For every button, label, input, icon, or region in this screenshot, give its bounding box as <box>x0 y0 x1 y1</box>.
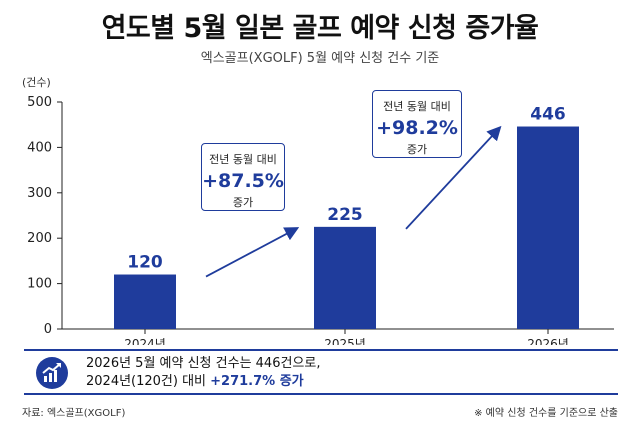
growth-annotation-2025: 전년 동월 대비 +87.5% 증가 <box>201 143 285 211</box>
bar <box>517 126 579 330</box>
summary-highlight: +271.7% 증가 <box>210 374 304 389</box>
summary-line-1: 2026년 5월 예약 신청 건수는 446건으로, <box>86 356 321 371</box>
growth-annotation-suffix: 증가 <box>232 196 254 209</box>
growth-annotation-caption: 전년 동월 대비 <box>209 153 277 166</box>
bar-chart: (건수) 0 100 200 300 400 500 2024년 2025년 2026년 120… <box>22 76 614 345</box>
growth-arrow <box>405 125 502 230</box>
method-note: ※ 예약 신청 건수를 기준으로 산출 <box>474 408 618 419</box>
summary-box: 2026년 5월 예약 신청 건수는 446건으로, 2024년(120건) 대… <box>24 349 618 395</box>
growth-annotation-suffix: 증가 <box>406 143 428 156</box>
y-tick-label: 200 <box>27 231 52 246</box>
page-title: 연도별 5월 일본 골프 예약 신청 증가율 <box>101 13 539 44</box>
y-tick-label: 100 <box>27 277 52 292</box>
y-axis-unit: (건수) <box>22 76 51 89</box>
bar <box>314 226 376 329</box>
growth-arrow <box>205 227 300 278</box>
y-tick-label: 0 <box>44 322 52 337</box>
source-note: 자료: 엑스골프(XGOLF) <box>22 408 126 419</box>
bar-value-label: 225 <box>327 205 363 225</box>
growth-annotation-caption: 전년 동월 대비 <box>383 100 451 113</box>
page-subtitle: 엑스골프(XGOLF) 5월 예약 신청 건수 기준 <box>200 51 440 66</box>
summary-line-2: 2024년(120건) 대비 +271.7% 증가 <box>86 373 320 391</box>
x-tick-label: 2025년 <box>324 337 366 345</box>
y-tick-label: 400 <box>27 140 52 155</box>
y-tick-label: 500 <box>27 95 52 110</box>
chart-growth-icon <box>36 357 68 389</box>
bar-value-label: 446 <box>530 105 566 125</box>
y-tick-label: 300 <box>27 186 52 201</box>
growth-annotation-2026: 전년 동월 대비 +98.2% 증가 <box>372 90 462 158</box>
growth-annotation-value: +87.5% <box>202 170 284 192</box>
growth-annotation-value: +98.2% <box>376 117 458 139</box>
bar-value-label: 120 <box>127 253 163 273</box>
summary-line-2-prefix: 2024년(120건) 대비 <box>86 374 211 389</box>
summary-text: 2026년 5월 예약 신청 건수는 446건으로, 2024년(120건) 대… <box>86 355 320 391</box>
x-tick-label: 2024년 <box>124 337 166 345</box>
bar <box>114 274 176 329</box>
x-tick-label: 2026년 <box>527 337 569 345</box>
